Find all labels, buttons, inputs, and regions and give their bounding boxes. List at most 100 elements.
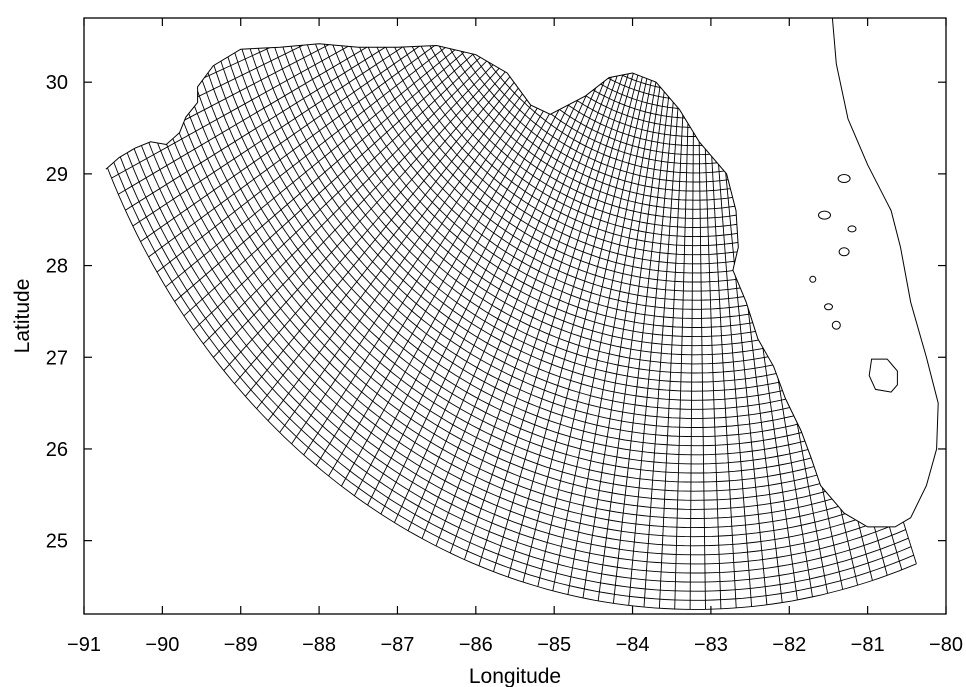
grid-radial-line <box>367 43 609 506</box>
grid-radial-line <box>125 43 544 211</box>
x-tick-label: −86 <box>459 634 493 656</box>
grid-arc <box>213 43 861 419</box>
lake-outline <box>818 210 831 220</box>
grid-arc <box>360 43 811 247</box>
x-tick-label: −83 <box>694 634 728 656</box>
grid-arc <box>321 43 824 292</box>
y-tick-label: 28 <box>46 256 68 278</box>
grid-radial-line <box>674 54 691 610</box>
grid-arc <box>368 43 808 238</box>
x-tick-labels: −91 −90 −89 −88 −87 −86 −85 −84 −83 −82 −81 −80 <box>67 634 963 656</box>
x-tick-label: −84 <box>616 634 650 656</box>
grid-arc <box>352 43 813 256</box>
y-tick-label: 29 <box>46 164 68 186</box>
x-tick-label: −88 <box>302 634 336 656</box>
x-tick-label: −90 <box>145 634 179 656</box>
grid-radial-line <box>174 43 557 302</box>
grid-radial-line <box>421 43 623 539</box>
grid-arc <box>244 43 851 383</box>
grid-arc <box>259 43 845 365</box>
x-tick-label: −81 <box>851 634 885 656</box>
plot-area <box>84 18 946 614</box>
grid-radial-line <box>478 43 639 566</box>
lake-outline <box>837 174 851 183</box>
grid-radial-line <box>689 54 695 610</box>
x-tick-label: −82 <box>772 634 806 656</box>
grid-radial-line <box>393 43 616 523</box>
y-axis-title: Latitude <box>11 279 34 354</box>
grid-radial-line <box>140 43 548 242</box>
grid-arc <box>298 43 832 319</box>
lake-outline <box>809 275 817 283</box>
grid-arc <box>391 43 800 210</box>
grid-arc <box>329 43 821 283</box>
grid-arc <box>205 43 864 428</box>
grid-arc <box>190 43 869 447</box>
grid-radial-line <box>493 44 642 572</box>
grid-radial-line <box>156 43 552 273</box>
grid-arc <box>174 43 874 465</box>
grid-radial-line <box>464 43 635 560</box>
grid-radial-line <box>407 43 620 531</box>
grid-radial-line <box>380 43 612 515</box>
grid-radial-line <box>612 53 674 604</box>
grid-arc <box>221 43 859 410</box>
lake-okeechobee-outline <box>868 358 898 393</box>
coastline <box>105 18 939 528</box>
grid-arc <box>228 43 856 401</box>
grid-arc <box>283 43 837 338</box>
lake-outline <box>824 303 833 311</box>
grid-arc <box>414 43 792 183</box>
x-tick-label: −87 <box>380 634 414 656</box>
x-axis-title: Longitude <box>469 665 561 687</box>
grid-arc <box>344 43 816 265</box>
grid-radial-line <box>183 43 560 317</box>
y-tick-label: 26 <box>46 439 68 461</box>
grid-arc <box>422 43 789 174</box>
gulf-shoreline <box>105 43 911 528</box>
grid-arc <box>159 43 880 483</box>
grid-arc <box>290 43 835 328</box>
grid-radial-line <box>507 45 646 578</box>
grid-arc <box>252 43 848 374</box>
grid-radial-line <box>537 48 654 587</box>
x-tick-label: −89 <box>224 634 258 656</box>
x-tick-label: −91 <box>67 634 101 656</box>
y-tick-label: 30 <box>46 72 68 94</box>
grid-radial-line <box>165 43 555 288</box>
grid-radial-line <box>435 43 627 547</box>
grid-radial-line <box>697 54 706 610</box>
grid-radial-line <box>193 43 562 331</box>
grid-radial-line <box>552 49 658 591</box>
x-tick-label: −85 <box>537 634 571 656</box>
grid-radial-line <box>643 53 683 608</box>
atlantic-shoreline <box>831 18 939 518</box>
grid-radial-line <box>132 43 546 227</box>
grid-arc <box>406 43 795 192</box>
plot-frame <box>83 17 947 615</box>
grid-arc <box>236 43 853 392</box>
grid-radial-line <box>522 47 650 583</box>
grid-arc <box>337 43 819 274</box>
y-tick-label: 27 <box>46 347 68 369</box>
grid-radial-line <box>628 53 678 606</box>
grid-radial-line <box>449 43 631 554</box>
grid-radial-line <box>658 54 687 609</box>
grid-radial-line <box>62 0 526 8</box>
grid-arc <box>399 43 797 201</box>
axis-ticks <box>83 18 947 614</box>
grid-arc <box>375 43 805 228</box>
y-tick-labels: 25 26 27 28 29 30 <box>46 72 68 552</box>
lake-outline <box>847 225 857 233</box>
grid-arc <box>306 43 829 310</box>
grid-arc <box>182 43 872 456</box>
grid-arc <box>166 43 877 474</box>
grid-radial-line <box>111 43 540 179</box>
grid-radial-line <box>148 43 550 258</box>
lake-outline <box>831 320 841 330</box>
y-tick-label: 25 <box>46 531 68 553</box>
x-tick-label: −80 <box>929 634 963 656</box>
grid-radial-line <box>582 51 666 598</box>
grid-arc <box>275 43 840 347</box>
